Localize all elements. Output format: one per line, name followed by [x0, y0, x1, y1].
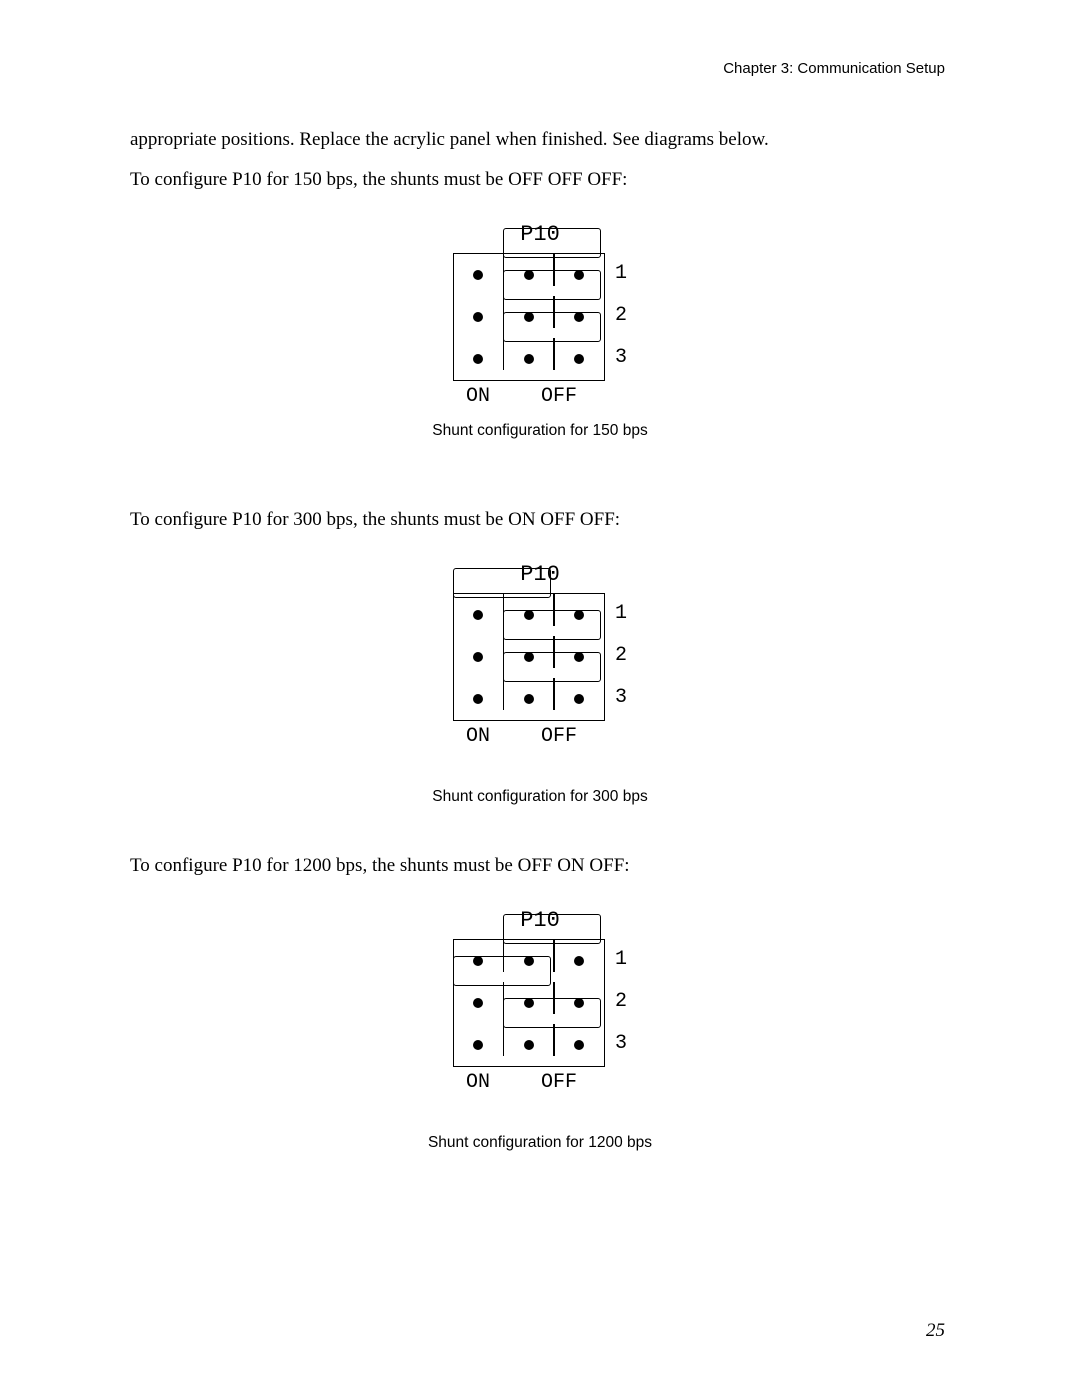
diagram-150bps: P10: [130, 222, 950, 408]
shunt-300-row3: [503, 652, 601, 682]
paragraph-config-1200: To configure P10 for 1200 bps, the shunt…: [130, 846, 950, 886]
row-labels-300: 1 2 3: [615, 593, 627, 719]
body-content: appropriate positions. Replace the acryl…: [130, 120, 950, 200]
diagram-1200bps: P10: [130, 908, 950, 1094]
row-labels-150: 1 2 3: [615, 253, 627, 379]
paragraph-intro-1: appropriate positions. Replace the acryl…: [130, 120, 950, 160]
row-labels-1200: 1 2 3: [615, 939, 627, 1065]
caption-1200: Shunt configuration for 1200 bps: [130, 1134, 950, 1152]
paragraph-config-300-wrap: To configure P10 for 300 bps, the shunts…: [130, 500, 950, 540]
caption-150: Shunt configuration for 150 bps: [130, 422, 950, 440]
paragraph-config-300: To configure P10 for 300 bps, the shunts…: [130, 500, 950, 540]
shunt-150-row3: [503, 312, 601, 342]
bottom-labels-1200: ON OFF: [453, 1071, 627, 1094]
shunt-1200-row3: [503, 998, 601, 1028]
shunt-300-row1: [453, 568, 551, 598]
page-number: 25: [926, 1320, 945, 1342]
pin-grid-150: [453, 253, 605, 381]
paragraph-config-150: To configure P10 for 150 bps, the shunts…: [130, 160, 950, 200]
bottom-labels-150: ON OFF: [453, 385, 627, 408]
caption-300: Shunt configuration for 300 bps: [130, 788, 950, 806]
shunt-150-row2: [503, 270, 601, 300]
page-header: Chapter 3: Communication Setup: [723, 60, 945, 77]
shunt-150-row1: [503, 228, 601, 258]
pin-grid-300: [453, 593, 605, 721]
shunt-300-row2: [503, 610, 601, 640]
shunt-1200-row1: [503, 914, 601, 944]
diagram-300bps: P10: [130, 562, 950, 748]
paragraph-config-1200-wrap: To configure P10 for 1200 bps, the shunt…: [130, 846, 950, 886]
bottom-labels-300: ON OFF: [453, 725, 627, 748]
pin-grid-1200: [453, 939, 605, 1067]
shunt-1200-row2: [453, 956, 551, 986]
